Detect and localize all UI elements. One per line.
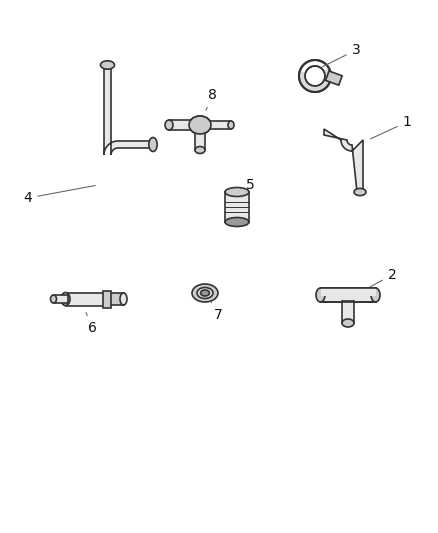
Bar: [209, 121, 231, 129]
Ellipse shape: [192, 284, 218, 302]
Ellipse shape: [50, 295, 57, 303]
Text: 6: 6: [86, 312, 96, 335]
Text: 8: 8: [206, 88, 216, 110]
Ellipse shape: [354, 188, 366, 196]
Bar: [53, 295, 67, 303]
Ellipse shape: [195, 147, 205, 154]
Text: 1: 1: [371, 115, 411, 139]
Polygon shape: [104, 65, 153, 155]
Wedge shape: [299, 68, 331, 92]
Ellipse shape: [149, 138, 157, 151]
Ellipse shape: [61, 293, 70, 305]
Ellipse shape: [228, 121, 234, 129]
Ellipse shape: [165, 120, 173, 130]
Ellipse shape: [100, 61, 114, 69]
Ellipse shape: [197, 287, 213, 298]
Bar: [110, 293, 124, 305]
Ellipse shape: [120, 293, 127, 305]
Polygon shape: [324, 129, 363, 192]
Ellipse shape: [189, 116, 211, 134]
Text: 7: 7: [211, 302, 223, 322]
Bar: [342, 301, 354, 323]
Text: 4: 4: [24, 185, 95, 205]
Bar: [66, 293, 110, 305]
Ellipse shape: [225, 217, 249, 227]
Bar: [325, 71, 342, 85]
Ellipse shape: [201, 290, 209, 296]
Text: 5: 5: [242, 178, 254, 197]
Text: 2: 2: [371, 268, 396, 287]
Bar: [321, 288, 375, 302]
Bar: [169, 120, 191, 130]
Text: 3: 3: [322, 43, 360, 67]
Ellipse shape: [225, 188, 249, 197]
Ellipse shape: [342, 319, 354, 327]
Bar: [195, 132, 205, 150]
Ellipse shape: [371, 288, 380, 302]
Bar: [225, 192, 249, 222]
Bar: [321, 288, 375, 296]
Ellipse shape: [189, 116, 211, 134]
Bar: [102, 290, 110, 308]
Ellipse shape: [316, 288, 325, 302]
